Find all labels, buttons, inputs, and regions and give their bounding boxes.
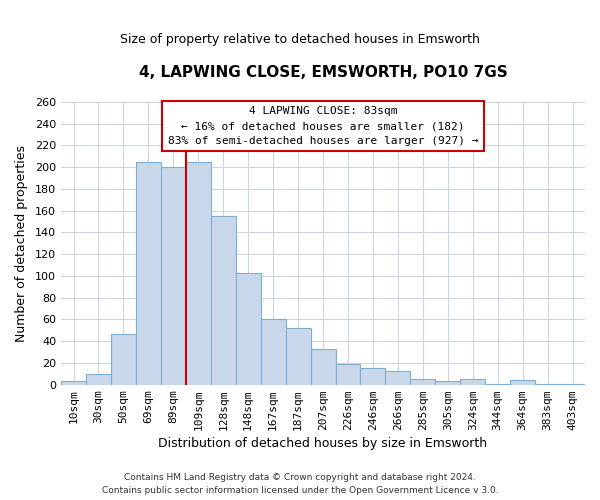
X-axis label: Distribution of detached houses by size in Emsworth: Distribution of detached houses by size … [158,437,488,450]
Title: 4, LAPWING CLOSE, EMSWORTH, PO10 7GS: 4, LAPWING CLOSE, EMSWORTH, PO10 7GS [139,65,508,80]
Bar [286,328,311,384]
Bar [61,382,86,384]
Bar [260,320,286,384]
Bar [410,380,436,384]
Bar [136,162,161,384]
Text: Size of property relative to detached houses in Emsworth: Size of property relative to detached ho… [120,32,480,46]
Bar [335,364,361,384]
Bar [186,162,211,384]
Bar [86,374,111,384]
Bar [311,349,335,384]
Bar [460,380,485,384]
Bar [161,167,186,384]
Bar [510,380,535,384]
Bar [111,334,136,384]
Bar [436,382,460,384]
Y-axis label: Number of detached properties: Number of detached properties [15,145,28,342]
Bar [211,216,236,384]
Bar [236,272,260,384]
Bar [361,368,385,384]
Text: Contains HM Land Registry data © Crown copyright and database right 2024.
Contai: Contains HM Land Registry data © Crown c… [101,473,499,495]
Text: 4 LAPWING CLOSE: 83sqm
← 16% of detached houses are smaller (182)
83% of semi-de: 4 LAPWING CLOSE: 83sqm ← 16% of detached… [168,106,478,146]
Bar [385,370,410,384]
